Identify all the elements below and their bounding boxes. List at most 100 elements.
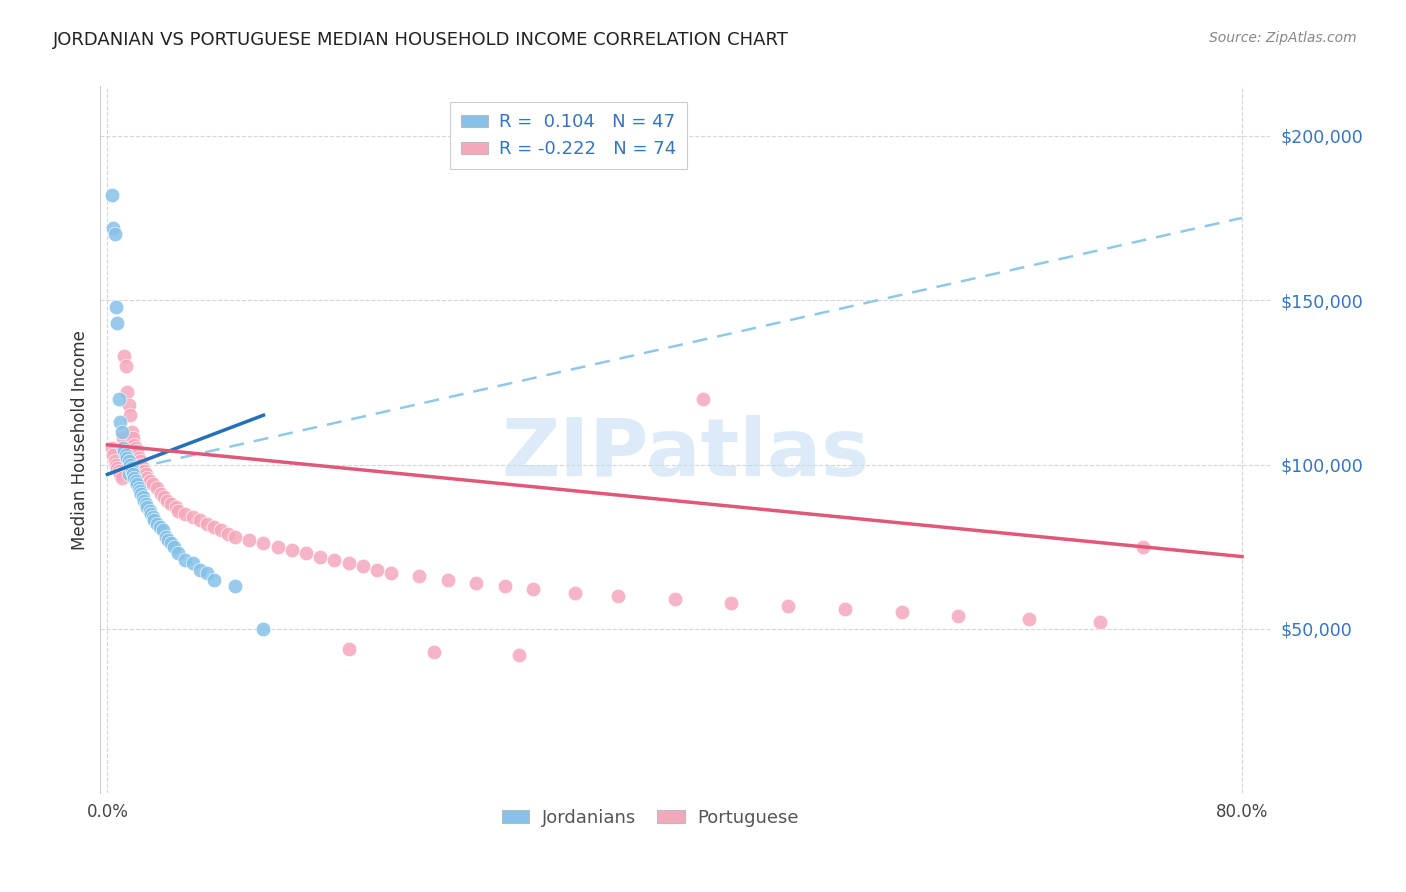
Point (134, 493, 156, 508)
Point (224, 530, 246, 544)
Legend: Jordanians, Portuguese: Jordanians, Portuguese (495, 801, 806, 834)
Point (149, 520, 172, 534)
Point (366, 563, 388, 577)
Point (131, 487, 153, 501)
Point (121, 425, 143, 439)
Point (111, 425, 134, 439)
Point (128, 450, 150, 465)
Point (1018, 612, 1040, 626)
Point (136, 500, 159, 515)
Point (114, 444, 136, 458)
Point (295, 546, 318, 560)
Point (422, 645, 444, 659)
Point (146, 516, 169, 531)
Point (309, 549, 332, 564)
Point (181, 556, 204, 570)
Point (150, 487, 173, 501)
Point (112, 441, 135, 455)
Point (408, 569, 430, 583)
Point (195, 516, 218, 531)
Point (105, 460, 128, 475)
Text: ZIPatlas: ZIPatlas (502, 415, 869, 493)
Point (167, 546, 190, 560)
Point (124, 438, 146, 452)
Point (890, 606, 912, 620)
Point (181, 510, 204, 524)
Point (100, 187, 122, 202)
Point (112, 431, 135, 445)
Point (101, 448, 124, 462)
Point (132, 491, 155, 505)
Point (104, 300, 127, 314)
Point (607, 589, 630, 603)
Point (117, 450, 139, 465)
Point (131, 458, 153, 472)
Point (152, 523, 174, 537)
Point (118, 398, 141, 412)
Point (352, 559, 374, 574)
Point (217, 526, 239, 541)
Point (139, 474, 162, 488)
Point (129, 454, 152, 468)
Point (117, 385, 139, 400)
Point (167, 503, 190, 517)
Point (209, 523, 232, 537)
Point (141, 507, 163, 521)
Point (111, 471, 134, 485)
Point (146, 481, 169, 495)
Point (252, 536, 274, 550)
Point (142, 510, 165, 524)
Point (135, 467, 157, 482)
Point (720, 596, 742, 610)
Point (224, 579, 246, 593)
Point (202, 573, 225, 587)
Point (508, 648, 530, 663)
Point (266, 540, 288, 554)
Point (157, 533, 180, 548)
Point (153, 491, 176, 505)
Point (108, 467, 131, 482)
Point (114, 349, 136, 363)
Point (125, 441, 148, 455)
Text: Source: ZipAtlas.com: Source: ZipAtlas.com (1209, 31, 1357, 45)
Point (160, 536, 183, 550)
Point (174, 553, 197, 567)
Point (105, 316, 128, 330)
Point (103, 227, 125, 242)
Point (121, 464, 143, 478)
Point (107, 464, 129, 478)
Point (834, 602, 856, 616)
Point (323, 553, 346, 567)
Point (128, 481, 150, 495)
Y-axis label: Median Household Income: Median Household Income (72, 330, 89, 549)
Point (118, 467, 141, 482)
Point (115, 448, 138, 462)
Point (155, 530, 177, 544)
Point (121, 460, 143, 475)
Point (664, 592, 686, 607)
Point (174, 507, 197, 521)
Point (125, 474, 148, 488)
Point (107, 392, 129, 406)
Point (238, 533, 260, 548)
Point (188, 513, 211, 527)
Point (100, 441, 122, 455)
Point (156, 493, 179, 508)
Point (120, 458, 142, 472)
Point (692, 392, 714, 406)
Point (143, 513, 166, 527)
Point (122, 431, 145, 445)
Point (142, 477, 165, 491)
Point (120, 408, 142, 422)
Text: JORDANIAN VS PORTUGUESE MEDIAN HOUSEHOLD INCOME CORRELATION CHART: JORDANIAN VS PORTUGUESE MEDIAN HOUSEHOLD… (53, 31, 789, 49)
Point (437, 573, 460, 587)
Point (118, 454, 141, 468)
Point (188, 563, 211, 577)
Point (494, 579, 516, 593)
Point (948, 608, 970, 623)
Point (104, 458, 127, 472)
Point (337, 641, 360, 656)
Point (778, 599, 800, 613)
Point (139, 503, 162, 517)
Point (163, 540, 186, 554)
